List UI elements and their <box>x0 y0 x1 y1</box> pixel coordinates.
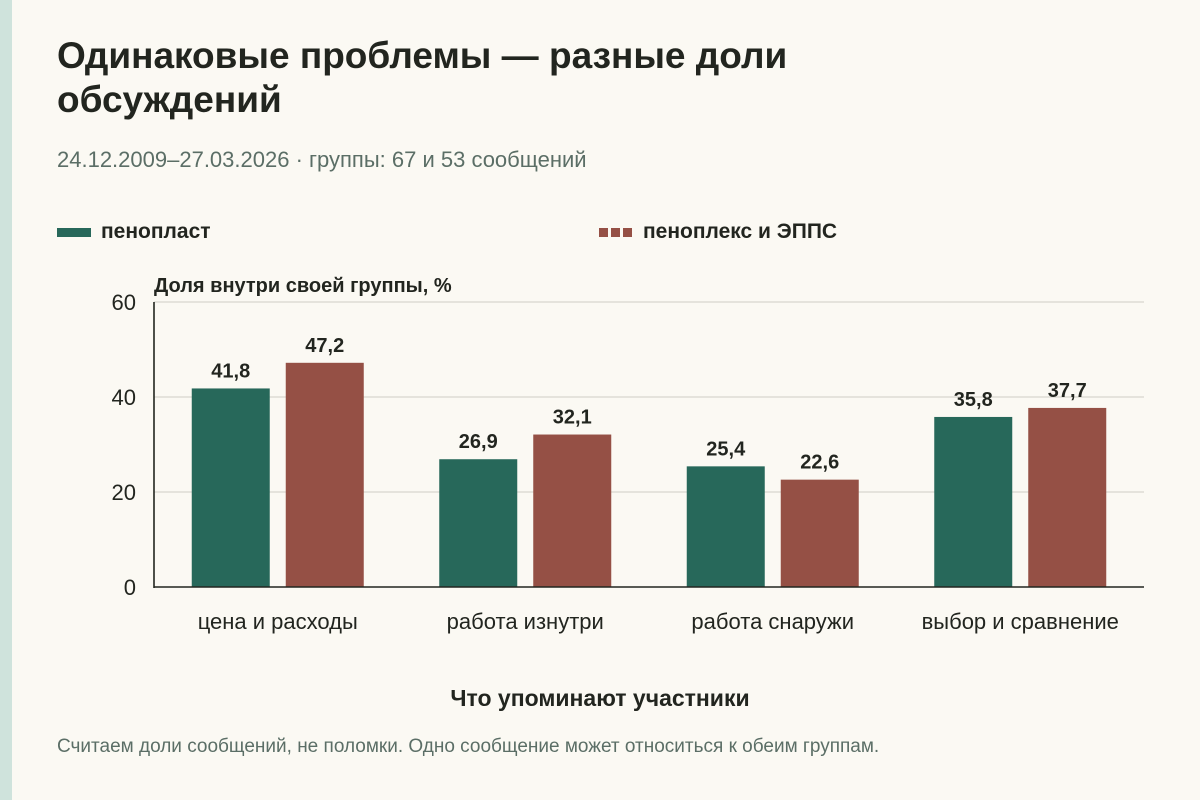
x-axis-label: Что упоминают участники <box>450 685 750 711</box>
data-label: 35,8 <box>954 389 993 411</box>
y-tick-label: 60 <box>112 290 136 315</box>
chart-title: Одинаковые проблемы — разные доли обсужд… <box>57 35 788 120</box>
bar <box>439 459 518 587</box>
x-tick-label: работа изнутри <box>447 609 604 634</box>
x-tick-label: работа снаружи <box>691 609 854 634</box>
legend-item-penoplast: пенопласт <box>57 218 211 246</box>
bar <box>285 362 364 587</box>
legend-label-penoplast: пенопласт <box>101 220 211 243</box>
bar <box>780 479 859 587</box>
bar <box>533 434 612 587</box>
data-label: 25,4 <box>706 438 746 460</box>
legend-item-penopleks: пеноплекс и ЭППС <box>599 218 837 246</box>
bar <box>686 466 765 587</box>
y-tick-label: 20 <box>112 480 136 505</box>
bar <box>1028 407 1107 587</box>
data-label: 22,6 <box>800 452 839 474</box>
bar <box>191 388 270 587</box>
y-axis-label: Доля внутри своей группы, % <box>154 275 452 297</box>
x-tick-label: цена и расходы <box>198 609 358 634</box>
data-label: 37,7 <box>1048 380 1087 402</box>
data-label: 47,2 <box>305 335 344 357</box>
y-tick-label: 0 <box>124 575 136 600</box>
data-label: 32,1 <box>553 407 592 429</box>
accent-stripe <box>0 0 12 800</box>
legend-swatch-penopleks <box>599 227 633 237</box>
x-tick-label: выбор и сравнение <box>922 609 1119 634</box>
legend-label-penopleks: пеноплекс и ЭППС <box>643 220 838 243</box>
chart-subtitle: 24.12.2009–27.03.2026 · группы: 67 и 53 … <box>57 147 587 172</box>
data-label: 26,9 <box>459 431 498 453</box>
y-tick-label: 40 <box>112 385 136 410</box>
bar <box>934 416 1013 587</box>
legend-swatch-penoplast <box>57 227 91 237</box>
data-label: 41,8 <box>211 360 250 382</box>
footnote: Считаем доли сообщений, не поломки. Одно… <box>57 736 880 757</box>
